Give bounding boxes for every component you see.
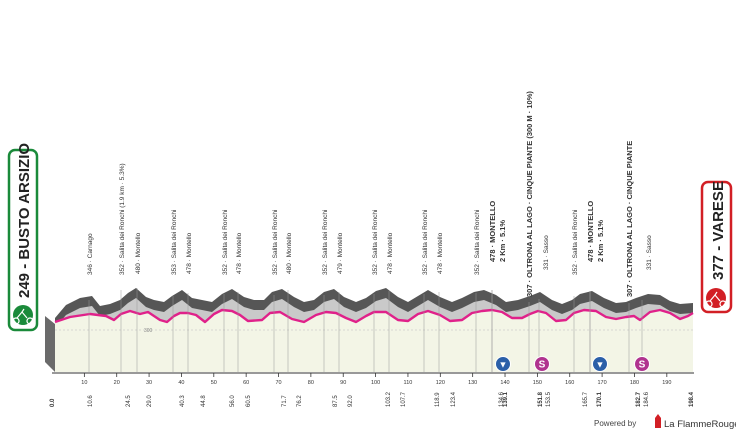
sprint-marker-icon: S — [634, 356, 650, 372]
waypoint-label: 352 · Salita dei Ronchi — [372, 210, 379, 275]
sector-marker-label: ▼ — [499, 360, 508, 370]
distance-label: 92.0 — [348, 395, 354, 407]
distance-label: 71.7 — [282, 395, 288, 407]
profile-left-edge — [45, 316, 55, 372]
distance-label: 10.6 — [88, 395, 94, 407]
km-tick-label: 140 — [500, 380, 509, 386]
km-tick-label: 190 — [662, 380, 671, 386]
waypoint-label: 478 · MONTELLO — [586, 201, 595, 262]
waypoint-label: 478 · Montello — [387, 232, 394, 274]
distance-label: 153.5 — [546, 391, 552, 407]
waypoint-label: 307 · OLTRONA AL LAGO · CINQUE PIANTE — [625, 141, 634, 297]
finish-label: 377 - VARESE — [710, 181, 727, 280]
km-tick-label: 20 — [114, 380, 120, 386]
distance-label: 103.2 — [386, 391, 392, 407]
waypoint-label: 346 · Carnago — [87, 233, 94, 275]
waypoint-label: 2 Km · 5.1% — [596, 220, 605, 262]
finish-cyclist-glyph — [705, 291, 727, 308]
distance-label: 0.0 — [50, 398, 56, 407]
distance-label: 134.6 — [499, 391, 505, 407]
flamme-rouge-flag-icon — [655, 418, 661, 428]
km-tick-label: 50 — [211, 380, 217, 386]
km-tick-label: 110 — [404, 380, 413, 386]
distance-label: 165.7 — [583, 391, 589, 407]
waypoint-label: 352 · Salita dei Ronchi — [572, 210, 579, 275]
km-tick-label: 10 — [81, 380, 87, 386]
distance-label: 123.4 — [451, 391, 457, 407]
distance-label: 170.1 — [597, 391, 603, 407]
waypoint-labels: 346 · Carnago 352 · Salita dei Ronchi (1.… — [87, 91, 653, 297]
km-tick-label: 130 — [468, 380, 477, 386]
waypoint-label: 352 · Salita dei Ronchi — [222, 210, 229, 275]
sector-marker-label: S — [539, 360, 546, 371]
waypoint-label: 352 · Salita dei Ronchi (1.9 km · 5.3%) — [119, 163, 126, 275]
sector-marker-label: ▼ — [596, 360, 605, 370]
km-tick-label: 40 — [178, 380, 184, 386]
waypoint-label: 352 · Salita dei Ronchi — [422, 210, 429, 275]
start-label: 249 - BUSTO ARSIZIO — [16, 143, 33, 298]
waypoint-label: 480 · Montello — [135, 232, 142, 274]
km-tick-label: 30 — [146, 380, 152, 386]
sector-markers: ▼ S ▼ S — [495, 356, 650, 372]
km-tick-label: 150 — [533, 380, 542, 386]
distance-label: 139.1 — [503, 391, 509, 407]
distance-label: 60.5 — [246, 395, 252, 407]
reference-elevation-label: 300 — [144, 328, 153, 334]
start-badge: 249 - BUSTO ARSIZIO — [7, 143, 39, 332]
km-tick-label: 90 — [340, 380, 346, 386]
sprint-marker-icon: S — [534, 356, 550, 372]
finish-badge: 377 - VARESE — [700, 180, 733, 314]
km-tick-label: 160 — [565, 380, 574, 386]
finish-cyclist-icon — [706, 288, 726, 308]
distance-label: 40.3 — [180, 395, 186, 407]
waypoint-label: 479 · Montello — [337, 232, 344, 274]
waypoint-label: 331 · Sasso — [543, 235, 550, 270]
km-ticks: 10 20 30 40 50 60 70 80 90 100 110 120 130 140 150 160 1… — [81, 373, 671, 386]
waypoint-label: 353 · Salita dei Ronchi — [171, 210, 178, 275]
km-tick-label: 170 — [598, 380, 607, 386]
distance-label: 151.8 — [538, 391, 544, 407]
km-tick-label: 180 — [630, 380, 639, 386]
waypoint-label: 478 · MONTELLO — [488, 201, 497, 262]
waypoint-label: 331 · Sasso — [646, 235, 653, 270]
km-tick-label: 70 — [275, 380, 281, 386]
waypoint-label: 352 · Salita dei Ronchi — [272, 210, 279, 275]
waypoint-label: 478 · Montello — [236, 232, 243, 274]
relief-light-band — [55, 298, 693, 328]
distance-label: 182.7 — [636, 391, 642, 407]
distance-label: 107.7 — [401, 391, 407, 407]
km-tick-label: 80 — [308, 380, 314, 386]
distance-label: 118.9 — [435, 392, 441, 407]
distance-label: 87.5 — [333, 395, 339, 407]
distance-label: 44.8 — [201, 395, 207, 407]
waypoint-label: 352 · Salita dei Ronchi — [474, 210, 481, 275]
climb-marker-icon: ▼ — [495, 356, 511, 372]
distance-label: 24.5 — [126, 395, 132, 407]
distance-label: 29.0 — [147, 395, 153, 407]
waypoint-label: 352 · Salita dei Ronchi — [322, 210, 329, 275]
start-cyclist-glyph — [12, 308, 34, 325]
distance-label: 198.4 — [689, 391, 695, 407]
footer-brand: La FlammeRouge — [664, 419, 736, 430]
flamme-rouge-logo — [655, 414, 661, 428]
waypoint-label: 307 · OLTRONA AL LAGO · CINQUE PIANTE (3… — [525, 91, 534, 297]
sector-marker-label: S — [639, 360, 646, 371]
distance-label: 184.6 — [644, 391, 650, 407]
footer-powered-by: Powered by — [594, 419, 636, 428]
distance-labels: 0.0 10.6 24.5 29.0 40.3 44.8 56.0 60.5 71.7 76.2 8… — [50, 391, 695, 407]
distance-label: 76.2 — [297, 395, 303, 407]
km-tick-label: 100 — [371, 380, 380, 386]
waypoint-label: 480 · Montello — [286, 232, 293, 274]
km-tick-label: 120 — [436, 380, 445, 386]
climb-marker-icon: ▼ — [592, 356, 608, 372]
waypoint-label: 478 · Montello — [437, 232, 444, 274]
distance-label: 56.0 — [230, 395, 236, 407]
waypoint-label: 478 · Montello — [186, 232, 193, 274]
waypoint-lines — [88, 288, 643, 372]
km-tick-label: 60 — [243, 380, 249, 386]
waypoint-label: 2 Km · 5.1% — [498, 220, 507, 262]
start-cyclist-icon — [13, 305, 33, 325]
